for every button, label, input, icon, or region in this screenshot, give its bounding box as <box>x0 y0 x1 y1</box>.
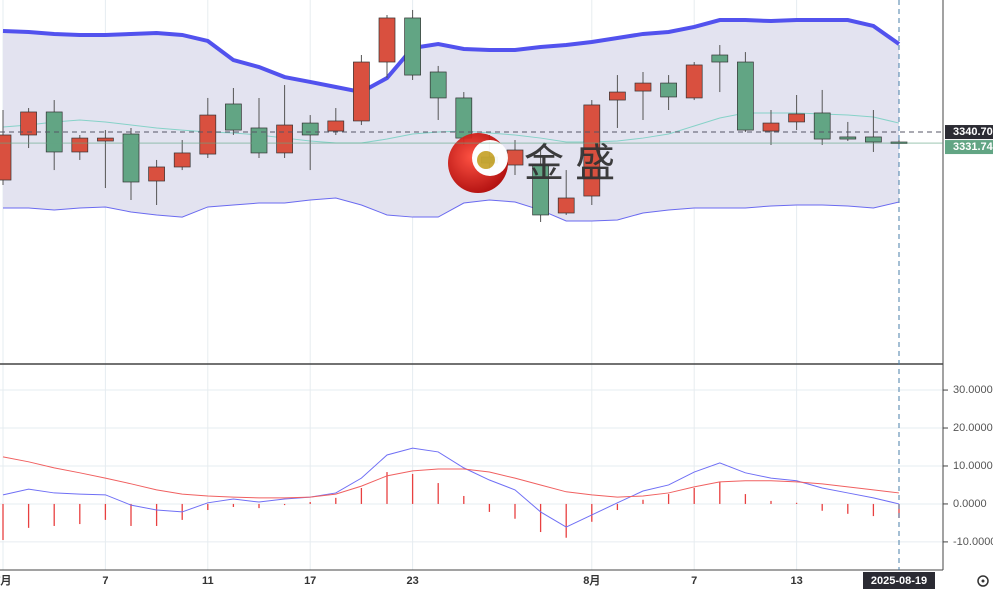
price-label: 3340.70 <box>953 126 993 138</box>
indicator-line <box>2 447 900 528</box>
y-tick-label: 30.0000 <box>953 384 993 396</box>
candle-body <box>378 17 396 63</box>
candle-body <box>173 152 191 168</box>
candle-body <box>353 61 370 122</box>
last-price-box <box>945 140 993 155</box>
y-tick-label: 0.0000 <box>953 498 987 510</box>
x-tick-label: 11 <box>202 575 214 587</box>
candle-body <box>20 111 37 136</box>
y-tick-label: 20.0000 <box>953 422 993 434</box>
band-line <box>2 18 901 95</box>
candle-body <box>122 133 140 183</box>
band-line <box>3 197 900 222</box>
candle-body <box>429 71 447 99</box>
indicator-line <box>2 456 900 499</box>
candle-body <box>634 82 652 92</box>
candle-body <box>301 122 319 136</box>
price-label-box <box>945 125 993 140</box>
candle-body <box>583 104 601 197</box>
x-tick-label: 7 <box>102 575 108 587</box>
candle-body <box>557 197 575 214</box>
candle-body <box>250 127 268 154</box>
plot <box>0 9 908 541</box>
candle-body <box>276 124 293 154</box>
band-fill <box>3 20 899 221</box>
candle-body <box>865 136 882 143</box>
candle-body <box>199 114 217 155</box>
candle-body <box>404 17 421 76</box>
candle-body <box>0 134 12 181</box>
x-tick-label: 2025-08-19 <box>871 575 927 587</box>
x-tick-label: 13 <box>790 575 802 587</box>
y-tick-label: 10.0000 <box>953 460 993 472</box>
candle-body <box>813 112 831 140</box>
x-tick-label: 7月 <box>0 574 12 587</box>
x-tick-label: 7 <box>691 575 697 587</box>
gear-center[interactable] <box>981 579 985 583</box>
candle-body <box>225 103 242 131</box>
candle-body <box>148 166 165 182</box>
candle-body <box>685 64 703 99</box>
candle-body <box>788 113 805 123</box>
candle-body <box>532 164 549 216</box>
candle-body <box>506 149 524 166</box>
y-tick-label: -10.0000 <box>953 536 993 548</box>
gear[interactable] <box>977 575 989 587</box>
candle-body <box>737 61 754 131</box>
candle-body <box>71 137 89 153</box>
candle-body <box>762 122 780 132</box>
x-tick-label: 8月 <box>583 574 600 587</box>
settings-icon[interactable] <box>977 575 989 587</box>
last-price-label: 3331.74 <box>953 141 993 153</box>
watermark-text: 金 盛 <box>524 142 615 186</box>
x-tick-label: 17 <box>304 575 316 587</box>
candle-body <box>660 82 677 98</box>
x-tick-label: 23 <box>406 575 418 587</box>
watermark: 金 盛 <box>448 133 615 193</box>
logo-coin <box>477 151 495 169</box>
x-label-box <box>863 572 935 589</box>
candle-body <box>97 137 114 142</box>
candle-body <box>609 91 626 101</box>
candle-body <box>839 136 857 140</box>
candle-body <box>711 54 729 63</box>
candle-body <box>327 120 345 132</box>
